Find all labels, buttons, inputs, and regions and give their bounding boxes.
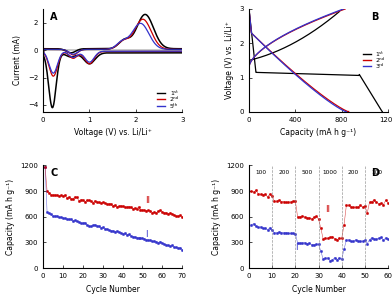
Text: II: II [325,205,330,214]
Text: 200: 200 [278,170,289,175]
Text: 100: 100 [255,170,266,175]
Text: 200: 200 [348,170,359,175]
Legend: 1ˢᵗ, 2ⁿᵈ, 3ʳᵈ: 1ˢᵗ, 2ⁿᵈ, 3ʳᵈ [361,49,387,72]
X-axis label: Voltage (V) vs. Li/Li⁺: Voltage (V) vs. Li/Li⁺ [74,128,152,137]
Y-axis label: Voltage (V) vs. Li/Li⁺: Voltage (V) vs. Li/Li⁺ [225,21,234,99]
X-axis label: Capacity (mA h g⁻¹): Capacity (mA h g⁻¹) [280,128,357,137]
Y-axis label: Capacity (mA h g⁻¹): Capacity (mA h g⁻¹) [6,179,15,255]
Legend: 1ˢᵗ, 2ⁿᵈ, 5ᵗʰ: 1ˢᵗ, 2ⁿᵈ, 5ᵗʰ [155,88,181,111]
Y-axis label: Current (mA): Current (mA) [13,35,22,86]
Text: II: II [145,196,150,205]
Text: C: C [50,168,57,179]
X-axis label: Cycle Number: Cycle Number [292,285,345,294]
X-axis label: Cycle Number: Cycle Number [86,285,140,294]
Text: I: I [295,243,298,252]
Text: 100: 100 [371,170,382,175]
Text: B: B [371,12,379,22]
Text: A: A [50,12,58,22]
Y-axis label: Capacity (mA h g⁻¹): Capacity (mA h g⁻¹) [212,179,221,255]
Text: I: I [145,230,147,239]
Text: 1000: 1000 [323,170,338,175]
Text: D: D [371,168,379,179]
Text: 500: 500 [301,170,312,175]
